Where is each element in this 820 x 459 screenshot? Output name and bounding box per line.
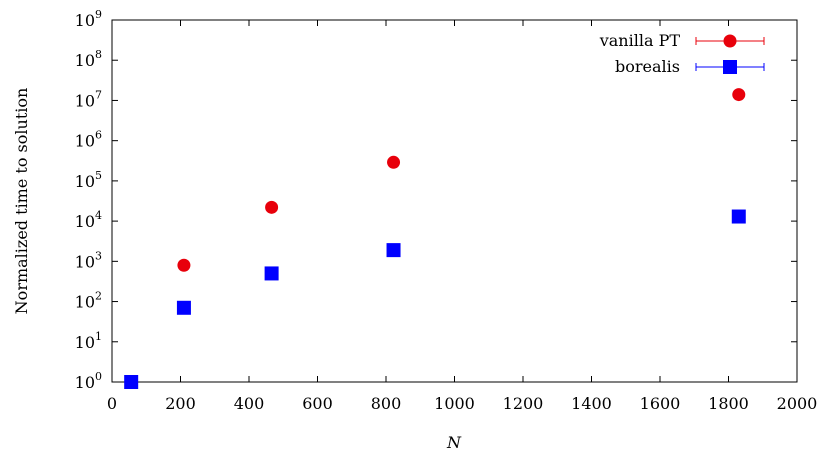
x-tick-label: 1600 [640, 394, 681, 413]
legend: vanilla PT borealis [599, 31, 765, 76]
x-tick-label: 200 [165, 394, 196, 413]
x-axis-label: N [446, 433, 462, 452]
vanilla-pt-point [387, 155, 401, 169]
x-tick-label: 1800 [708, 394, 749, 413]
borealis-point [386, 243, 401, 258]
vanilla-pt-point [732, 88, 746, 102]
y-tick-label: 109 [75, 8, 102, 30]
x-tick-label: 400 [234, 394, 265, 413]
x-tick-label: 800 [371, 394, 402, 413]
borealis-point [264, 266, 279, 281]
y-tick-label: 106 [75, 129, 102, 151]
legend-vanilla-pt-label: vanilla PT [599, 31, 681, 50]
x-tick-label: 1400 [571, 394, 612, 413]
borealis-point [124, 375, 139, 389]
y-tick-label: 103 [75, 249, 102, 271]
legend-borealis-label: borealis [615, 57, 680, 76]
data-points [124, 88, 746, 389]
y-axis-ticks: 100 101 102 103 104 105 106 107 108 109 [75, 8, 797, 392]
y-tick-label: 100 [75, 370, 102, 392]
x-tick-label: 600 [302, 394, 333, 413]
y-tick-label: 108 [75, 48, 102, 70]
x-tick-label: 1000 [434, 394, 475, 413]
borealis-point [731, 209, 746, 224]
plot-frame [111, 19, 798, 383]
vanilla-pt-point [265, 200, 279, 214]
x-tick-label: 0 [107, 394, 117, 413]
y-tick-label: 102 [75, 290, 102, 312]
legend-borealis-marker [723, 60, 737, 74]
y-axis-label: Normalized time to solution [12, 88, 31, 315]
y-tick-label: 105 [75, 169, 102, 191]
x-tick-label: 1200 [503, 394, 544, 413]
y-tick-label: 101 [75, 330, 102, 352]
borealis-point [176, 300, 191, 315]
y-tick-label: 107 [75, 88, 102, 110]
x-axis-ticks: 0 200 400 600 800 1000 1200 1400 1600 1800 2000 [107, 20, 817, 413]
legend-vanilla-pt-marker [723, 34, 737, 48]
vanilla-pt-point [177, 258, 191, 272]
y-tick-label: 104 [75, 209, 102, 231]
x-tick-label: 2000 [777, 394, 818, 413]
